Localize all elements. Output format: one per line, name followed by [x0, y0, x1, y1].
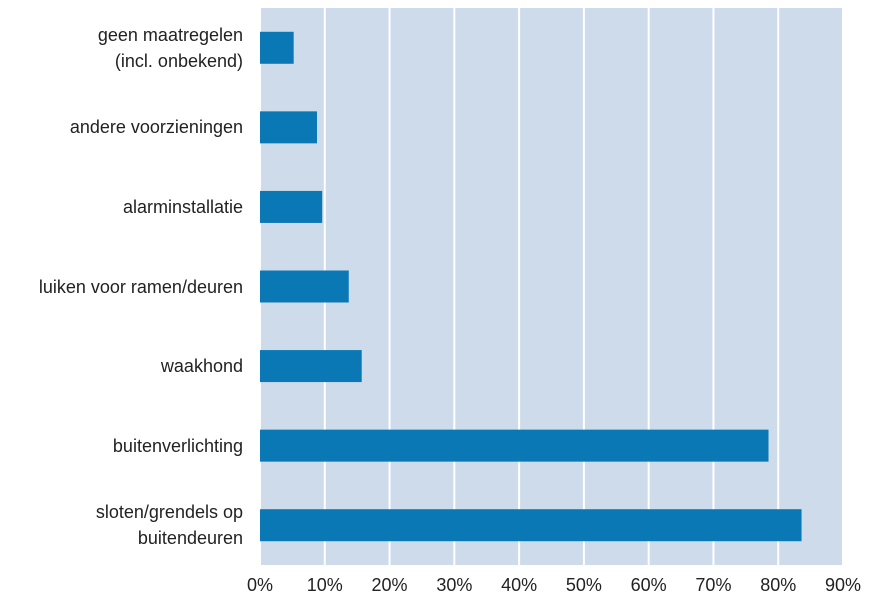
bar — [260, 429, 769, 462]
y-tick-label: alarminstallatie — [122, 196, 243, 217]
x-tick-label: 60% — [631, 575, 667, 595]
y-tick-label: luiken voor ramen/deuren — [38, 276, 243, 297]
x-tick-label: 40% — [501, 575, 537, 595]
plot-background — [260, 8, 843, 565]
y-tick-label: waakhond — [160, 356, 243, 377]
bar — [260, 111, 318, 144]
y-tick-label: andere voorzieningen — [69, 117, 243, 138]
y-tick-label: buitenverlichting — [112, 435, 243, 456]
x-tick-label: 90% — [825, 575, 861, 595]
bar — [260, 350, 362, 383]
x-tick-label: 70% — [695, 575, 731, 595]
y-tick-label: sloten/grendels op buitendeuren — [95, 502, 243, 549]
x-tick-label: 80% — [760, 575, 796, 595]
bar — [260, 31, 294, 64]
x-tick-label: 0% — [247, 575, 273, 595]
bar — [260, 190, 323, 223]
x-tick-label: 30% — [436, 575, 472, 595]
x-tick-label: 10% — [307, 575, 343, 595]
bar — [260, 509, 802, 542]
x-tick-label: 50% — [566, 575, 602, 595]
x-tick-label: 20% — [372, 575, 408, 595]
bar — [260, 270, 349, 303]
y-tick-label: geen maatregelen (incl. onbekend) — [97, 24, 243, 71]
